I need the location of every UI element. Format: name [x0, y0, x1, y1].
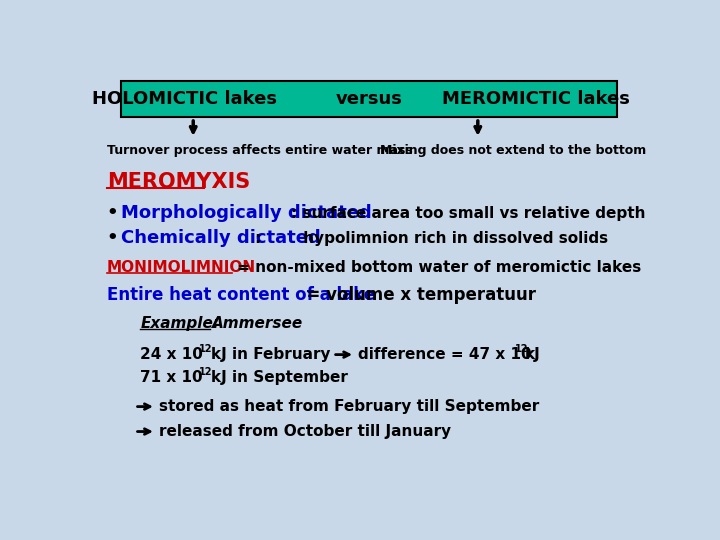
Text: :        hypolimnion rich in dissolved solids: : hypolimnion rich in dissolved solids [255, 231, 608, 246]
Text: •: • [107, 229, 118, 247]
Text: 24 x 10: 24 x 10 [140, 347, 203, 362]
Text: Entire heat content of a lake: Entire heat content of a lake [107, 286, 375, 303]
Text: 71 x 10: 71 x 10 [140, 370, 203, 385]
Text: kJ: kJ [526, 347, 541, 362]
Text: HOLOMICTIC lakes: HOLOMICTIC lakes [92, 90, 277, 109]
Text: = volume x temperatuur: = volume x temperatuur [295, 286, 536, 303]
Text: Chemically dictated: Chemically dictated [121, 229, 320, 247]
Text: released from October till January: released from October till January [158, 424, 451, 439]
FancyBboxPatch shape [121, 82, 617, 117]
Text: 12: 12 [199, 344, 213, 354]
Text: 12: 12 [199, 367, 213, 377]
Text: kJ in September: kJ in September [210, 370, 348, 385]
Text: stored as heat from February till September: stored as heat from February till Septem… [158, 399, 539, 414]
Text: difference = 47 x 10: difference = 47 x 10 [358, 347, 531, 362]
Text: Ammersee: Ammersee [212, 316, 303, 331]
Text: = non-mixed bottom water of meromictic lakes: = non-mixed bottom water of meromictic l… [233, 260, 642, 275]
Text: •: • [107, 204, 118, 222]
Text: MEROMYXIS: MEROMYXIS [107, 172, 250, 192]
Text: kJ in February: kJ in February [210, 347, 330, 362]
Text: : surface area too small vs relative depth: : surface area too small vs relative dep… [291, 206, 645, 221]
Text: Morphologically dictated: Morphologically dictated [121, 204, 372, 222]
Text: MONIMOLIMNION: MONIMOLIMNION [107, 260, 256, 275]
Text: MEROMICTIC lakes: MEROMICTIC lakes [443, 90, 630, 109]
Text: Turnover process affects entire water mass: Turnover process affects entire water ma… [107, 144, 413, 157]
Text: 12: 12 [516, 344, 528, 354]
Text: Example:: Example: [140, 316, 219, 331]
Text: versus: versus [336, 90, 402, 109]
Text: Mixing does not extend to the bottom: Mixing does not extend to the bottom [380, 144, 647, 157]
